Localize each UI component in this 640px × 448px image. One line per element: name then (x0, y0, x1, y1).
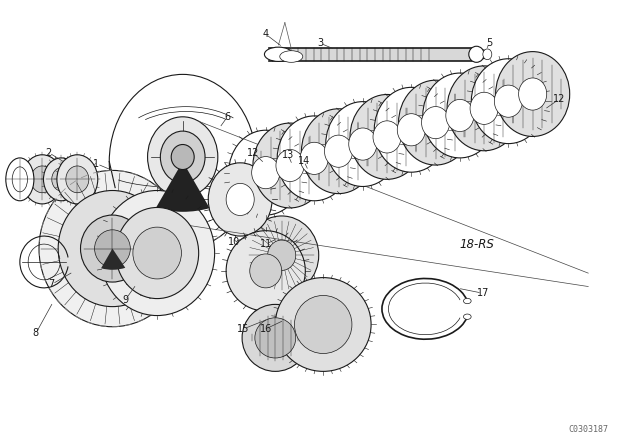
Ellipse shape (468, 46, 484, 62)
Ellipse shape (326, 102, 400, 186)
Ellipse shape (470, 92, 498, 125)
Ellipse shape (280, 51, 303, 62)
Ellipse shape (463, 298, 471, 304)
Text: 6: 6 (225, 112, 230, 122)
Ellipse shape (6, 158, 34, 201)
Ellipse shape (300, 142, 328, 174)
Bar (269, 47, 476, 61)
Ellipse shape (57, 155, 98, 204)
Ellipse shape (277, 116, 351, 201)
Ellipse shape (109, 74, 256, 249)
Text: 13: 13 (282, 150, 294, 160)
Ellipse shape (495, 52, 570, 137)
Ellipse shape (518, 78, 547, 110)
Ellipse shape (228, 130, 303, 215)
Text: 2: 2 (45, 147, 52, 158)
Ellipse shape (349, 128, 377, 160)
Ellipse shape (447, 66, 521, 151)
Text: 17: 17 (477, 288, 489, 298)
Ellipse shape (100, 190, 214, 315)
Ellipse shape (264, 47, 292, 61)
Text: 3: 3 (317, 38, 323, 48)
Ellipse shape (463, 314, 471, 319)
Ellipse shape (252, 156, 280, 189)
Text: 18-RS: 18-RS (459, 237, 494, 250)
Ellipse shape (399, 80, 472, 165)
Text: 5: 5 (486, 38, 492, 48)
Ellipse shape (172, 145, 194, 169)
Ellipse shape (116, 207, 198, 298)
Ellipse shape (374, 87, 449, 172)
Text: 14: 14 (298, 156, 310, 167)
Text: 15: 15 (237, 324, 250, 334)
Ellipse shape (276, 150, 304, 181)
Ellipse shape (208, 163, 272, 236)
Text: 11: 11 (260, 239, 272, 249)
Ellipse shape (22, 155, 63, 204)
Ellipse shape (397, 114, 426, 146)
Ellipse shape (268, 240, 296, 271)
Ellipse shape (44, 158, 79, 201)
Wedge shape (101, 249, 125, 270)
Text: 4: 4 (262, 29, 269, 39)
Ellipse shape (12, 167, 28, 192)
Ellipse shape (250, 254, 282, 288)
Text: 9: 9 (122, 295, 128, 305)
Ellipse shape (58, 190, 167, 306)
Ellipse shape (81, 215, 145, 282)
Text: 12: 12 (247, 147, 259, 158)
Ellipse shape (95, 230, 131, 267)
Text: 8: 8 (33, 328, 39, 338)
Ellipse shape (133, 227, 181, 279)
Text: 16: 16 (260, 324, 272, 334)
Text: C0303187: C0303187 (568, 425, 608, 434)
Ellipse shape (494, 85, 522, 117)
Wedge shape (156, 161, 210, 212)
Ellipse shape (242, 304, 308, 371)
Ellipse shape (161, 131, 205, 183)
Ellipse shape (483, 49, 492, 60)
Text: 12: 12 (554, 94, 566, 104)
Ellipse shape (422, 107, 450, 139)
Ellipse shape (244, 216, 319, 295)
Ellipse shape (350, 95, 424, 179)
Ellipse shape (31, 166, 54, 193)
Ellipse shape (226, 183, 254, 215)
Ellipse shape (39, 170, 186, 327)
Ellipse shape (253, 123, 327, 208)
Text: 10: 10 (228, 237, 240, 247)
Ellipse shape (373, 121, 401, 153)
Ellipse shape (423, 73, 497, 158)
Ellipse shape (226, 231, 305, 311)
Text: 7: 7 (49, 279, 55, 289)
Ellipse shape (148, 117, 218, 197)
Ellipse shape (446, 99, 474, 132)
Ellipse shape (255, 318, 296, 358)
Ellipse shape (66, 166, 89, 193)
Ellipse shape (324, 135, 353, 167)
Ellipse shape (301, 109, 376, 194)
Ellipse shape (52, 168, 71, 191)
Ellipse shape (294, 296, 352, 353)
Ellipse shape (275, 278, 371, 371)
Text: 1: 1 (93, 159, 100, 169)
Ellipse shape (471, 59, 545, 144)
